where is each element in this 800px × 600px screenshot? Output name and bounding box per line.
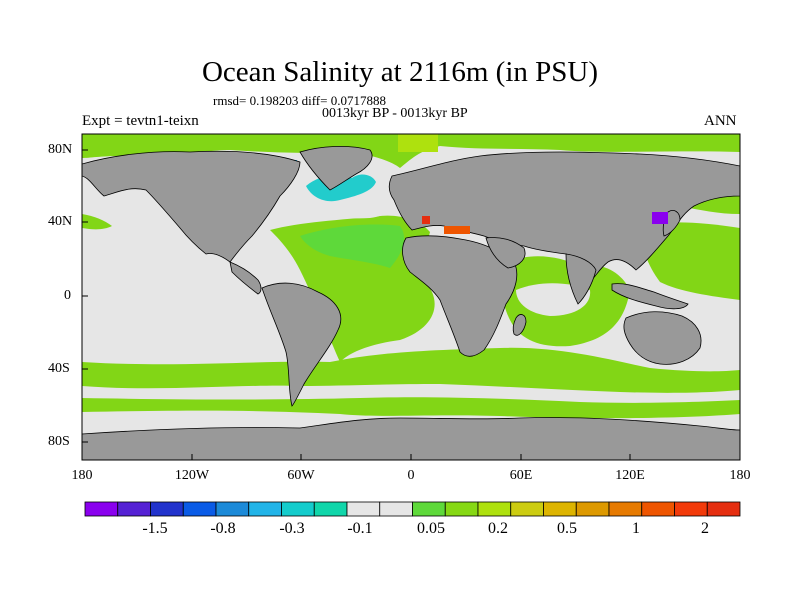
antarctica — [82, 417, 740, 460]
colorbar-swatch — [444, 501, 479, 517]
x-tick-label: 180 — [729, 468, 751, 483]
colorbar-swatch — [706, 501, 741, 517]
colorbar-label: 2 — [701, 520, 709, 537]
colorbar-label: 0.2 — [488, 520, 508, 537]
y-tick-label: 40N — [48, 214, 73, 229]
x-tick-label: 180 — [71, 468, 93, 483]
colorbar-swatch — [510, 501, 544, 517]
period-line: 0013kyr BP - 0013kyr BP — [322, 106, 468, 121]
x-tick-label: 120E — [615, 468, 645, 483]
map-title: Ocean Salinity at 2116m (in PSU) — [201, 56, 599, 88]
australia — [623, 311, 702, 365]
colorbar-swatch — [248, 501, 282, 517]
y-tick-label: 80N — [48, 142, 73, 157]
east-pacific-green-strip — [82, 214, 112, 230]
colorbar-swatch — [281, 501, 315, 517]
atlantic-light-green — [300, 224, 405, 268]
colorbar-swatch — [182, 501, 217, 517]
greenland — [299, 145, 373, 191]
y-tick-label: 40S — [48, 361, 70, 376]
southern-ocean-light-band — [82, 384, 740, 403]
west-pacific-green — [640, 222, 740, 300]
colorbar-swatch — [477, 501, 512, 517]
colorbar-swatch — [379, 501, 413, 517]
colorbar-swatch — [674, 501, 708, 517]
colorbar-swatch — [150, 501, 184, 517]
colorbar-swatch — [117, 501, 151, 517]
southeast-asia-islands — [611, 283, 689, 310]
colorbar-swatch — [412, 501, 446, 517]
colorbar-swatch — [84, 501, 119, 517]
colorbar-swatch — [346, 501, 381, 517]
japan-sea-purple-patch — [652, 212, 668, 224]
map-area — [82, 134, 740, 460]
land-masses — [82, 145, 740, 460]
indian-ocean-neutral — [516, 283, 591, 316]
colorbar-label: 0.05 — [417, 520, 445, 537]
colorbar-label: 0.5 — [557, 520, 577, 537]
arctic-yellow-patch — [398, 134, 438, 152]
colorbar-swatch — [543, 501, 577, 517]
x-tick-label: 0 — [407, 468, 415, 483]
colorbar-label: -1.5 — [142, 520, 168, 537]
india — [565, 253, 597, 305]
tick-marks — [82, 149, 631, 460]
mediterranean-orange-patch — [444, 226, 470, 234]
season-label: ANN — [704, 113, 737, 129]
arabia — [485, 237, 526, 269]
experiment-label: Expt = tevtn1-teixn — [82, 113, 199, 129]
north-america — [82, 150, 301, 263]
africa — [402, 235, 518, 357]
x-tick-label: 60W — [287, 468, 315, 483]
colorbar-label: -0.3 — [279, 520, 305, 537]
colorbar-swatch — [641, 501, 675, 517]
x-tick-label: 120W — [174, 468, 210, 483]
mediterranean-red-patch — [422, 216, 430, 224]
colorbar-label: -0.1 — [347, 520, 373, 537]
south-america — [261, 282, 342, 407]
colorbar-label: -0.8 — [210, 520, 236, 537]
central-america — [229, 261, 262, 295]
colorbar — [84, 501, 741, 517]
colorbar-label: 1 — [632, 520, 640, 537]
colorbar-swatch — [215, 501, 250, 517]
y-tick-label: 0 — [64, 288, 71, 303]
colorbar-swatch — [608, 501, 643, 517]
y-tick-label: 80S — [48, 434, 70, 449]
x-tick-label: 60E — [509, 468, 533, 483]
eurasia — [388, 151, 740, 283]
colorbar-swatch — [313, 501, 348, 517]
stats-line: rmsd= 0.198203 diff= 0.0717888 — [213, 93, 386, 108]
colorbar-swatch — [575, 501, 610, 517]
madagascar — [512, 314, 527, 336]
